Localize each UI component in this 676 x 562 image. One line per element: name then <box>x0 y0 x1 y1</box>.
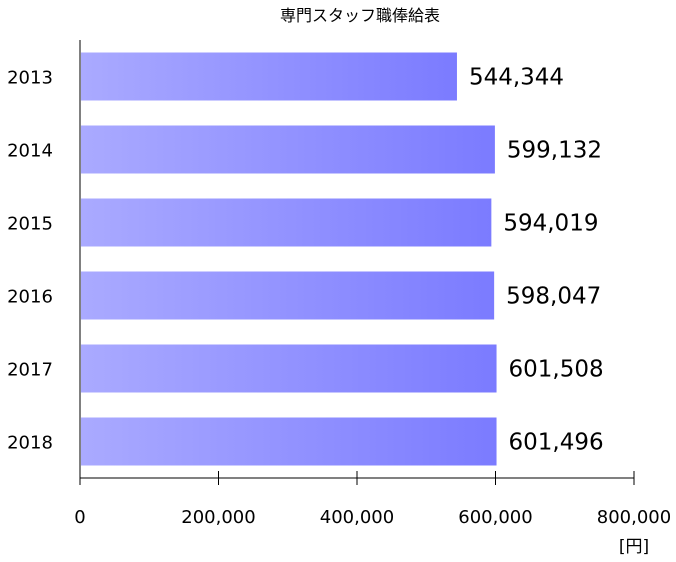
bar-2014 <box>81 125 495 174</box>
data-label-2016: 598,047 <box>506 284 601 310</box>
x-tick-label: 0 <box>74 507 85 528</box>
bar-2016 <box>81 271 495 320</box>
x-tick-label: 800,000 <box>597 507 671 528</box>
x-unit-label: [円] <box>619 537 649 557</box>
x-tick-label: 600,000 <box>458 507 532 528</box>
bar-2017 <box>81 344 497 393</box>
category-label-2018: 2018 <box>7 433 53 454</box>
category-label-2013: 2013 <box>7 68 53 89</box>
data-label-2017: 601,508 <box>509 357 604 383</box>
category-label-2017: 2017 <box>7 360 53 381</box>
data-label-2013: 544,344 <box>469 65 564 91</box>
category-label-2015: 2015 <box>7 214 53 235</box>
bar-2018 <box>81 417 497 466</box>
data-label-2014: 599,132 <box>507 138 602 164</box>
data-label-2015: 594,019 <box>503 211 598 237</box>
x-tick-label: 200,000 <box>181 507 255 528</box>
category-label-2014: 2014 <box>7 141 53 162</box>
x-axis <box>79 40 634 479</box>
data-label-2018: 601,496 <box>509 430 604 456</box>
x-tick-label: 400,000 <box>320 507 394 528</box>
bar-2013 <box>81 52 457 101</box>
bar-2015 <box>81 198 492 247</box>
x-ticks: 0 200,000 400,000 600,000 800,000 <box>74 471 671 528</box>
category-label-2016: 2016 <box>7 287 53 308</box>
chart-title: 専門スタッフ職俸給表 <box>280 6 440 25</box>
category-labels: 2013 2014 2015 2016 2017 2018 <box>7 68 53 454</box>
data-labels: 544,344 599,132 594,019 598,047 601,508 601,4… <box>469 65 604 456</box>
bars-group <box>81 52 497 466</box>
